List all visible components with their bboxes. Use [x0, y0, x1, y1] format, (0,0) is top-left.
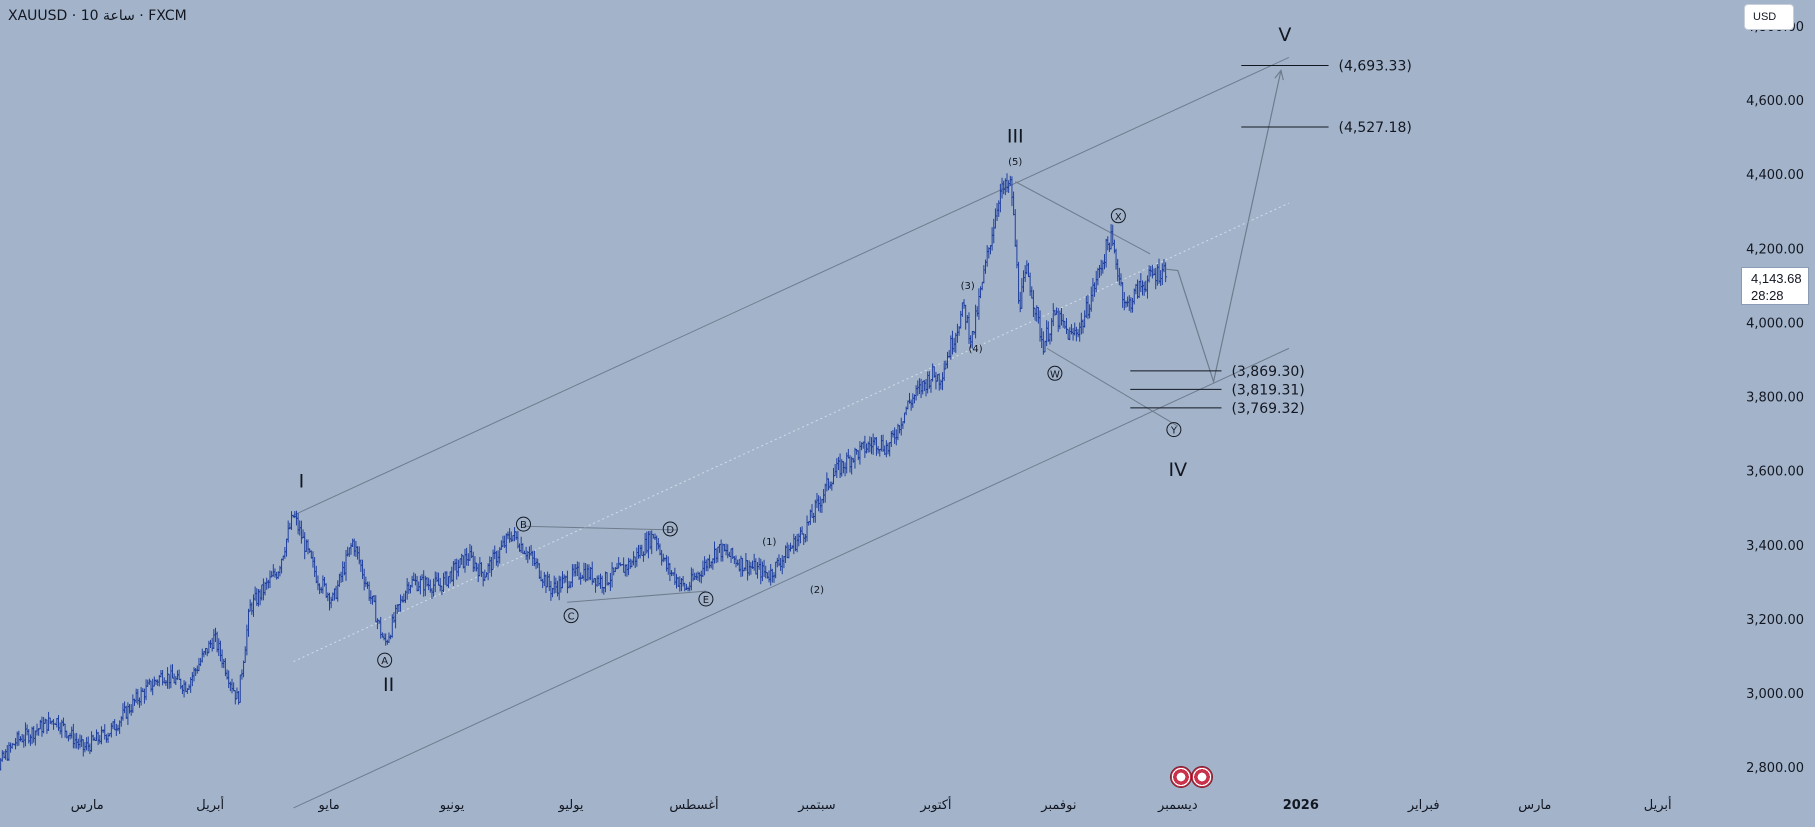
wave-label-circle	[515, 516, 531, 532]
title-separator: ·	[71, 8, 77, 24]
title-separator-2: ·	[139, 8, 144, 24]
wave-label-major: I	[299, 470, 305, 492]
wave-label-circled: X	[1115, 212, 1122, 223]
wave-label-circled: D	[666, 525, 674, 536]
wave-label-major: V	[1278, 24, 1291, 46]
y-tick-label: 2,800.00	[1746, 761, 1804, 776]
projection-arrow-head	[1274, 69, 1284, 81]
symbol-name: XAUUSD	[8, 8, 68, 24]
x-tick-label: 2026	[1283, 798, 1319, 813]
channel-middle-line	[293, 202, 1290, 663]
y-tick-label: 4,600.00	[1746, 94, 1804, 109]
wave-label-minor: (5)	[1008, 157, 1022, 168]
y-tick-label: 4,400.00	[1746, 168, 1804, 183]
pattern-line	[1046, 347, 1179, 427]
pattern-line	[523, 525, 679, 531]
x-tick-label: يونيو	[439, 798, 465, 813]
x-tick-label: مارس	[1518, 798, 1551, 813]
wave-label-minor: (4)	[969, 344, 983, 355]
wave-label-minor: (2)	[810, 585, 824, 596]
x-tick-label: سبتمبر	[797, 798, 835, 813]
target-level-label: (4,693.33)	[1339, 58, 1412, 74]
x-tick-label: أبريل	[196, 796, 224, 813]
target-level-label: (4,527.18)	[1339, 120, 1412, 136]
last-price-value: 4,143.68	[1751, 271, 1802, 286]
target-level-label: (3,869.30)	[1231, 364, 1304, 380]
y-tick-label: 4,200.00	[1746, 242, 1804, 257]
wave-label-circled: B	[520, 520, 527, 531]
wave-label-circled: C	[568, 612, 575, 623]
wave-label-circle	[377, 652, 393, 668]
wave-label-circle	[662, 521, 678, 537]
countdown-timer: 28:28	[1751, 288, 1784, 303]
wave-label-major: IV	[1169, 459, 1188, 481]
y-tick-label: 3,200.00	[1746, 613, 1804, 628]
target-level-label: (3,819.31)	[1231, 382, 1304, 398]
wave-label-circled: E	[703, 595, 709, 606]
y-tick-label: 3,400.00	[1746, 539, 1804, 554]
us-flag-icon-2[interactable]	[1191, 766, 1213, 788]
x-tick-label: مارس	[71, 798, 104, 813]
pattern-line	[567, 590, 706, 603]
channel-upper-line	[293, 56, 1290, 516]
x-tick-label: فبراير	[1407, 798, 1440, 813]
y-tick-label: 3,600.00	[1746, 465, 1804, 480]
wave-label-circle	[698, 591, 714, 607]
wave-label-circle	[563, 608, 579, 624]
x-tick-label: مايو	[318, 798, 340, 813]
y-tick-label: 3,800.00	[1746, 391, 1804, 406]
wave-label-minor: (3)	[961, 281, 975, 292]
wave-label-circled: A	[381, 656, 388, 667]
wave-label-circle	[1110, 208, 1126, 224]
us-flag-icon[interactable]	[1170, 766, 1192, 788]
wave-label-major: II	[383, 674, 394, 696]
x-tick-label: أكتوبر	[919, 796, 951, 813]
currency-button[interactable]: USD	[1744, 4, 1794, 30]
wave-label-circle	[1166, 422, 1182, 438]
wave-label-circle	[1047, 365, 1063, 381]
symbol-title[interactable]: XAUUSD · 10 ساعة · FXCM	[8, 8, 187, 24]
channel-lower-line	[293, 347, 1290, 809]
timeframe: 10 ساعة	[80, 8, 135, 24]
x-tick-label: ديسمبر	[1157, 798, 1198, 813]
x-tick-label: نوفمبر	[1040, 798, 1076, 813]
last-price-tag: 4,143.68 28:28	[1741, 267, 1809, 305]
target-level-label: (3,769.32)	[1231, 401, 1304, 417]
x-tick-label: أبريل	[1644, 796, 1672, 813]
wave-label-major: III	[1007, 126, 1024, 148]
wave-label-circled: W	[1050, 369, 1060, 380]
x-tick-label: يوليو	[558, 798, 584, 813]
pattern-line	[1015, 181, 1151, 255]
currency-label: USD	[1753, 11, 1777, 23]
wave-label-circled: Y	[1170, 426, 1178, 437]
x-tick-label: أغسطس	[669, 796, 718, 813]
exchange-name: FXCM	[148, 8, 187, 24]
y-tick-label: 3,000.00	[1746, 687, 1804, 702]
projection-path	[1165, 70, 1282, 385]
y-tick-label: 4,000.00	[1746, 316, 1804, 331]
wave-label-minor: (1)	[762, 537, 776, 548]
